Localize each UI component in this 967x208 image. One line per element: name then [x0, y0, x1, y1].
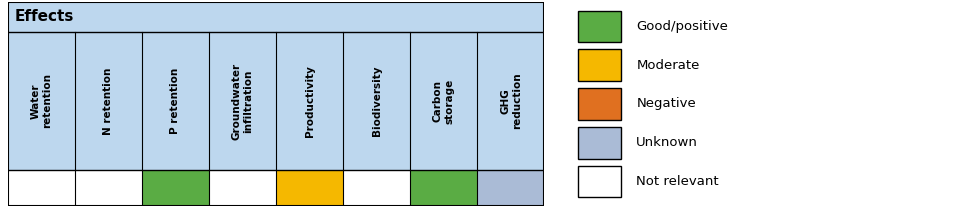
- Bar: [8, 170, 74, 206]
- Text: GHG
reduction: GHG reduction: [500, 73, 521, 129]
- Text: Biodiversity: Biodiversity: [371, 66, 382, 136]
- Bar: [209, 170, 277, 206]
- Text: Unknown: Unknown: [636, 136, 698, 149]
- Text: Negative: Negative: [636, 98, 696, 110]
- Text: Productivity: Productivity: [305, 65, 314, 137]
- Bar: [478, 170, 544, 206]
- Bar: [578, 11, 621, 42]
- Text: Moderate: Moderate: [636, 59, 700, 72]
- Text: N retention: N retention: [103, 67, 113, 135]
- Text: Groundwater
infiltration: Groundwater infiltration: [232, 62, 253, 140]
- Text: Effects: Effects: [15, 9, 73, 24]
- Text: Good/positive: Good/positive: [636, 20, 728, 33]
- Bar: [277, 170, 343, 206]
- Bar: [578, 50, 621, 81]
- Bar: [74, 170, 142, 206]
- Bar: [410, 170, 478, 206]
- Bar: [578, 127, 621, 158]
- Text: Carbon
storage: Carbon storage: [433, 78, 454, 124]
- Text: Water
retention: Water retention: [31, 73, 52, 129]
- Bar: [578, 88, 621, 120]
- Bar: [578, 166, 621, 197]
- Text: P retention: P retention: [170, 68, 181, 134]
- Text: Not relevant: Not relevant: [636, 175, 718, 188]
- Bar: [343, 170, 410, 206]
- Bar: [142, 170, 209, 206]
